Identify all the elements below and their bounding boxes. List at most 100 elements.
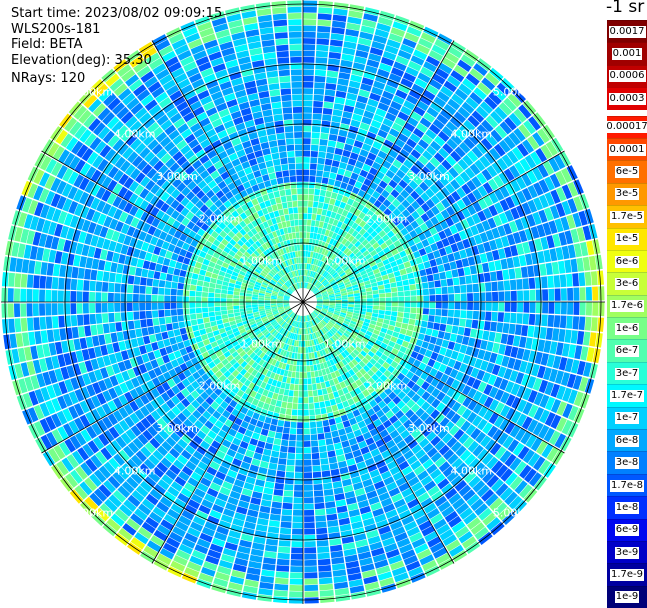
beta-cell	[455, 417, 466, 428]
beta-cell	[247, 443, 257, 452]
beta-cell	[423, 177, 434, 188]
beta-cell	[435, 309, 442, 316]
beta-cell	[214, 293, 221, 298]
beta-cell	[377, 194, 386, 204]
beta-cell	[356, 334, 364, 340]
beta-cell	[502, 511, 517, 525]
beta-cell	[375, 350, 383, 358]
beta-cell	[436, 381, 445, 391]
beta-cell	[450, 213, 460, 224]
beta-cell	[460, 293, 467, 302]
beta-cell	[374, 28, 389, 39]
beta-cell	[179, 248, 187, 257]
beta-cell	[459, 449, 472, 462]
beta-cell	[316, 296, 323, 299]
beta-cell	[79, 400, 90, 414]
beta-cell	[321, 470, 331, 478]
beta-cell	[457, 326, 465, 336]
beta-cell	[149, 334, 157, 343]
beta-cell	[269, 456, 279, 464]
beta-cell	[420, 497, 434, 509]
beta-cell	[309, 176, 316, 183]
beta-cell	[403, 261, 411, 269]
beta-cell	[442, 432, 453, 444]
beta-cell	[566, 273, 573, 287]
beta-cell	[438, 444, 450, 456]
beta-cell	[262, 338, 269, 345]
beta-cell	[278, 546, 291, 554]
beta-cell	[263, 347, 269, 354]
beta-cell	[460, 310, 467, 319]
beta-cell	[271, 307, 278, 311]
beta-cell	[438, 461, 451, 473]
beta-cell	[283, 330, 289, 337]
beta-cell	[186, 404, 196, 414]
beta-cell	[271, 352, 277, 359]
beta-cell	[398, 333, 406, 340]
beta-cell	[229, 443, 239, 452]
beta-cell	[96, 356, 106, 369]
beta-cell	[362, 321, 370, 327]
beta-cell	[257, 400, 265, 409]
beta-cell	[498, 102, 513, 116]
beta-cell	[285, 383, 290, 390]
beta-cell	[364, 354, 372, 361]
beta-cell	[280, 278, 286, 284]
beta-cell	[118, 394, 129, 406]
beta-cell	[430, 140, 442, 152]
beta-cell	[449, 224, 458, 235]
beta-cell	[432, 118, 445, 130]
beta-cell	[188, 365, 197, 375]
beta-cell	[134, 125, 147, 138]
beta-cell	[221, 289, 228, 294]
beta-cell	[145, 180, 156, 191]
beta-cell	[440, 187, 451, 198]
beta-cell	[288, 440, 296, 447]
beta-cell	[446, 138, 458, 150]
beta-cell	[456, 405, 467, 416]
beta-cell	[98, 433, 110, 447]
beta-cell	[460, 284, 467, 293]
beta-cell	[237, 545, 251, 554]
beta-cell	[45, 289, 52, 302]
beta-cell	[292, 528, 303, 535]
beta-cell	[342, 149, 351, 158]
beta-cell	[109, 272, 116, 283]
beta-cell	[318, 565, 332, 572]
beta-cell	[419, 347, 427, 356]
beta-cell	[176, 391, 186, 402]
beta-cell	[168, 129, 180, 141]
beta-cell	[260, 261, 267, 268]
beta-cell	[504, 302, 511, 312]
beta-cell	[485, 115, 499, 129]
beta-cell	[508, 268, 516, 280]
beta-cell	[326, 386, 333, 394]
beta-cell	[227, 265, 235, 271]
beta-cell	[53, 264, 61, 277]
beta-cell	[304, 553, 317, 560]
beta-cell	[167, 173, 178, 184]
beta-cell	[135, 485, 149, 498]
beta-cell	[245, 356, 252, 364]
beta-cell	[109, 322, 116, 333]
beta-cell	[282, 336, 288, 343]
beta-cell	[406, 389, 416, 399]
beta-cell	[85, 257, 94, 269]
beta-cell	[406, 138, 417, 149]
beta-cell	[466, 411, 478, 424]
beta-cell	[497, 248, 506, 259]
beta-cell	[397, 312, 404, 318]
beta-cell	[308, 334, 311, 340]
beta-cell	[69, 241, 78, 254]
beta-cell	[303, 6, 317, 13]
beta-cell	[320, 335, 326, 342]
beta-cell	[473, 462, 486, 475]
beta-cell	[382, 199, 392, 208]
beta-cell	[374, 362, 382, 370]
beta-cell	[411, 374, 420, 383]
beta-cell	[396, 537, 411, 548]
beta-cell	[459, 344, 468, 354]
beta-cell	[287, 310, 293, 315]
beta-cell	[342, 176, 350, 184]
beta-cell	[299, 315, 301, 322]
